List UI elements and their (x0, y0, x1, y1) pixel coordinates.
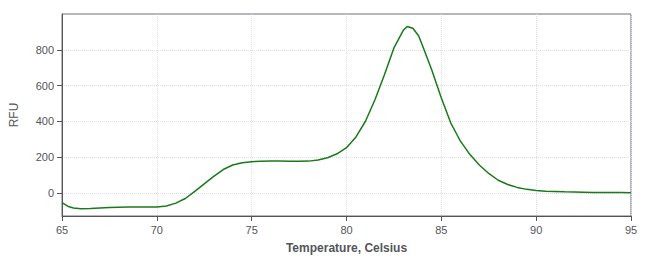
svg-text:90: 90 (530, 224, 542, 236)
svg-text:800: 800 (36, 44, 54, 56)
svg-text:400: 400 (36, 115, 54, 127)
svg-text:65: 65 (56, 224, 68, 236)
svg-text:85: 85 (435, 224, 447, 236)
svg-text:95: 95 (625, 224, 637, 236)
svg-text:80: 80 (340, 224, 352, 236)
svg-text:70: 70 (151, 224, 163, 236)
svg-text:0: 0 (48, 187, 54, 199)
svg-text:75: 75 (246, 224, 258, 236)
svg-text:RFU: RFU (7, 103, 21, 128)
svg-text:Temperature, Celsius: Temperature, Celsius (286, 241, 407, 255)
svg-text:600: 600 (36, 80, 54, 92)
svg-text:200: 200 (36, 151, 54, 163)
